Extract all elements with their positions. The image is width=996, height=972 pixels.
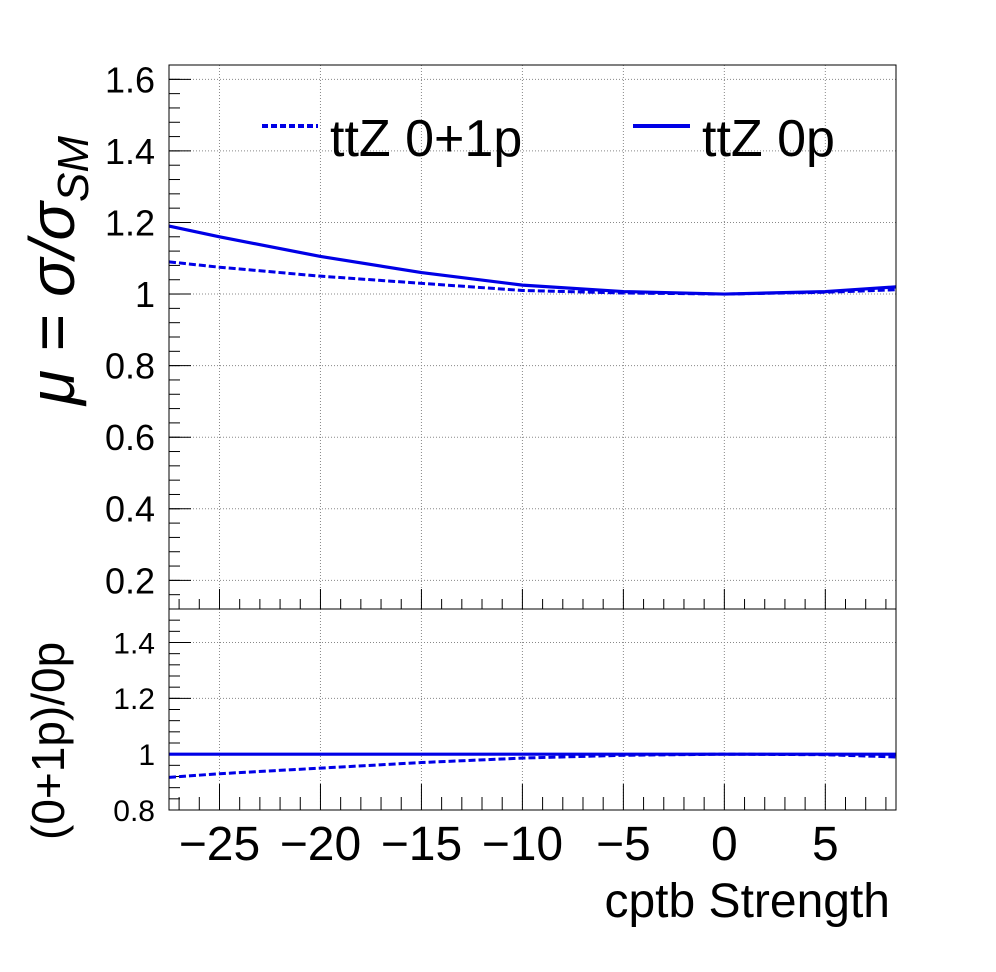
y-tick-label: 1.4 [105, 131, 155, 172]
x-tick-label: −15 [381, 818, 462, 871]
bottom-grid [169, 609, 896, 811]
top-series-line-0 [168, 260, 897, 296]
y-tick-label: 1.2 [113, 683, 155, 716]
bottom-x-ticks [178, 784, 887, 810]
legend-label-1: ttZ 0p [702, 110, 835, 168]
x-tick-label: −25 [179, 818, 260, 871]
top-series [168, 224, 897, 296]
top-grid [169, 65, 896, 609]
y-tick-label: 0.6 [105, 417, 155, 458]
y-tick-label: 1.2 [105, 202, 155, 243]
bottom-frame [168, 608, 897, 811]
legend-label-0: ttZ 0+1p [330, 110, 522, 168]
y-tick-label: 0.8 [113, 795, 155, 828]
x-tick-label: 0 [711, 818, 738, 871]
y-tick-label: 0.2 [105, 560, 155, 601]
top-x-ticks [178, 589, 887, 609]
top-y-axis-title-sub: SM [49, 136, 98, 202]
y-tick-label: 1 [138, 739, 155, 772]
bottom-y-axis-title: (0+1p)/0p [22, 642, 74, 840]
bottom-series [168, 752, 897, 779]
top-y-axis-title: μ = σ/σSM [16, 136, 98, 407]
top-panel: 0.2 0.4 0.6 0.8 1 1.2 1.4 1.6 ttZ 0+1p ttZ 0p μ… [16, 59, 897, 610]
bottom-y-tick-labels: 0.8 1 1.2 1.4 [113, 627, 155, 828]
y-tick-label: 1.4 [113, 627, 155, 660]
top-y-axis-title-main: μ = σ/σ [16, 200, 88, 407]
bottom-y-ticks [169, 608, 191, 811]
bot-series-line-0 [168, 752, 897, 779]
top-series-line-1 [168, 224, 897, 296]
bottom-panel: 0.8 1 1.2 1.4 −25 −20 −15 −10 −5 0 5 (0+1p)/0p cp… [22, 608, 897, 928]
x-tick-label: 5 [812, 818, 839, 871]
y-tick-label: 1 [135, 274, 155, 315]
y-tick-label: 0.4 [105, 489, 155, 530]
x-tick-label: −20 [280, 818, 361, 871]
y-tick-label: 0.8 [105, 346, 155, 387]
legend: ttZ 0+1p ttZ 0p [262, 110, 835, 168]
y-tick-label: 1.6 [105, 59, 155, 100]
x-axis-title: cptb Strength [604, 875, 890, 928]
x-tick-label: −10 [482, 818, 563, 871]
bottom-x-tick-labels: −25 −20 −15 −10 −5 0 5 [179, 818, 839, 871]
x-tick-label: −5 [596, 818, 651, 871]
top-y-tick-labels: 0.2 0.4 0.6 0.8 1 1.2 1.4 1.6 [105, 59, 155, 601]
top-y-ticks [169, 64, 191, 610]
